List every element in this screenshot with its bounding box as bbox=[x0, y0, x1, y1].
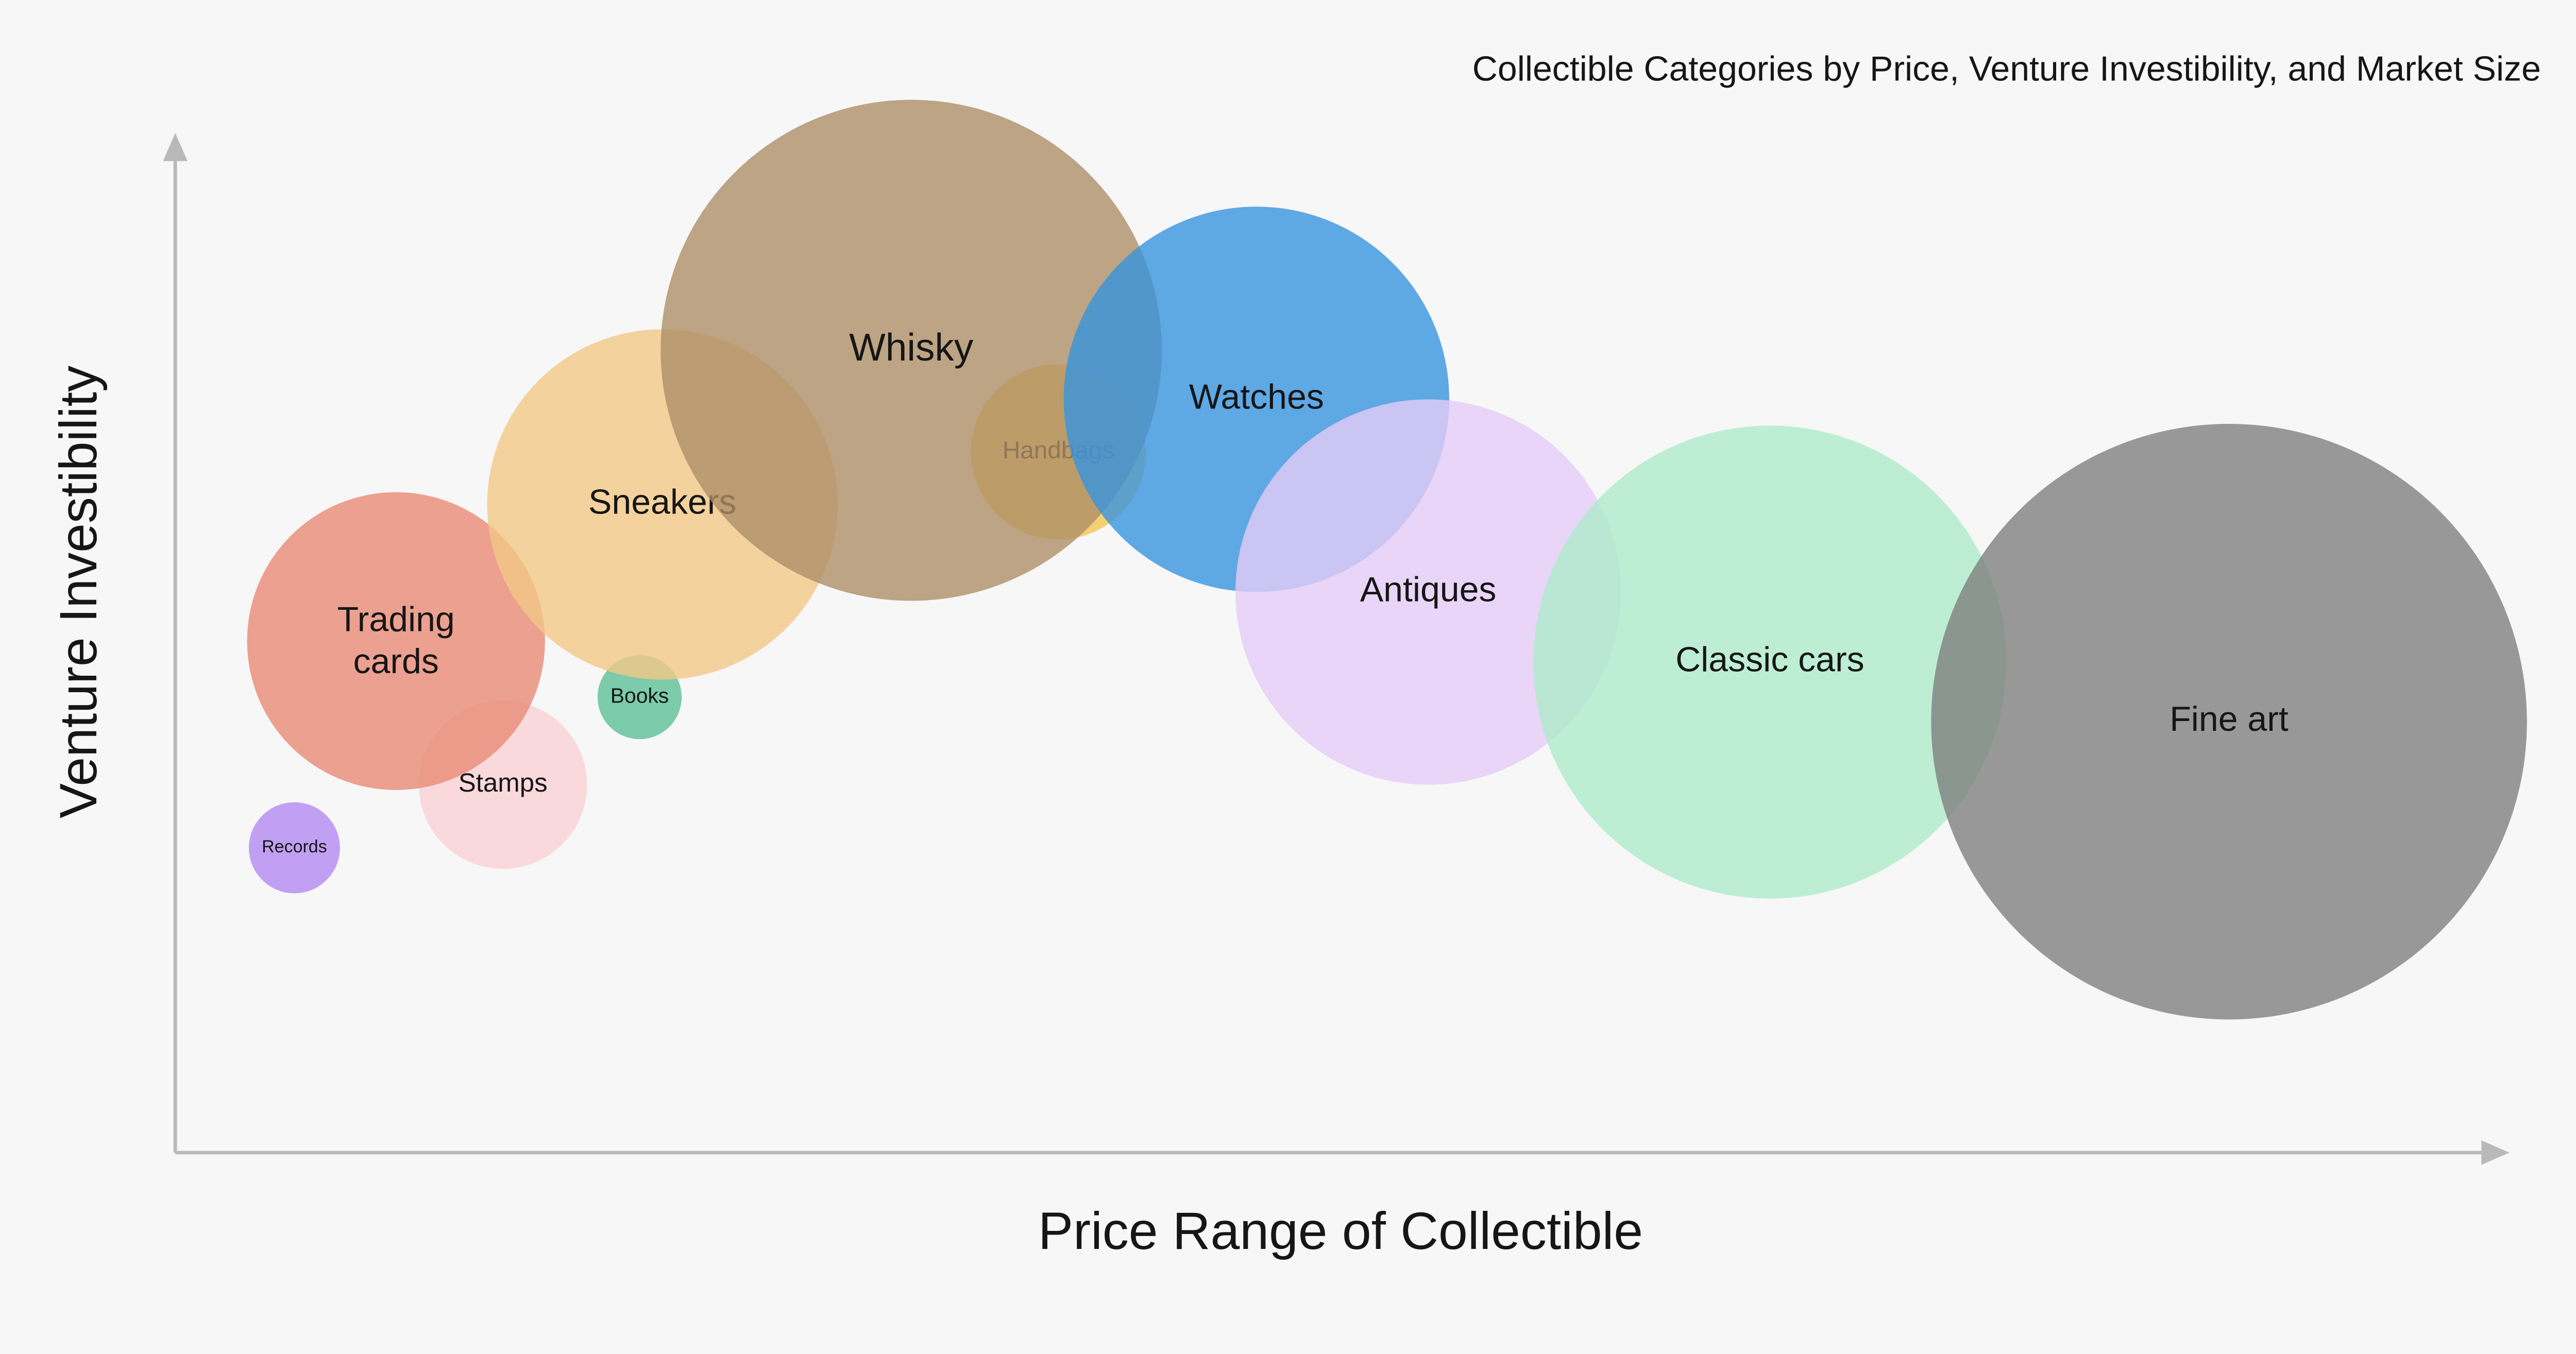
chart-title: Collectible Categories by Price, Venture… bbox=[1472, 49, 2541, 88]
bubble-label: Books bbox=[611, 683, 669, 707]
bubble-label: Antiques bbox=[1360, 570, 1497, 609]
bubble-classic-cars: Classic cars bbox=[1533, 425, 2006, 898]
x-axis-arrowhead bbox=[2481, 1140, 2509, 1165]
bubble-label: Stamps bbox=[459, 768, 548, 797]
y-axis-label: Venture Investibility bbox=[49, 366, 108, 818]
bubble-group: RecordsStampsBooksTradingcardsSneakersHa… bbox=[247, 100, 2527, 1020]
bubble-fine-art: Fine art bbox=[1931, 424, 2527, 1019]
bubble-chart-container: Collectible Categories by Price, Venture… bbox=[0, 0, 2576, 1354]
bubble-label: Classic cars bbox=[1675, 640, 1865, 679]
bubble-label: Whisky bbox=[849, 325, 974, 369]
bubble-label: Fine art bbox=[2170, 699, 2289, 739]
bubble-label: Records bbox=[262, 837, 327, 856]
bubble-label: Watches bbox=[1189, 377, 1324, 416]
x-axis-label: Price Range of Collectible bbox=[1038, 1202, 1643, 1260]
bubble-chart: Collectible Categories by Price, Venture… bbox=[0, 0, 2576, 1354]
y-axis-arrowhead bbox=[163, 133, 188, 161]
bubble-records: Records bbox=[249, 802, 340, 894]
